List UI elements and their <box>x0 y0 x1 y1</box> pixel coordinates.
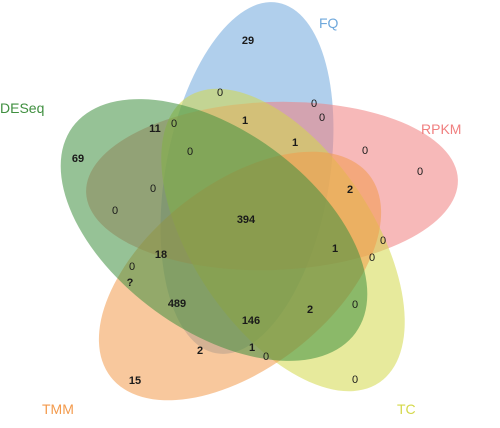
region-count: 11 <box>149 123 161 135</box>
region-count: 0 <box>187 146 193 158</box>
region-count: 0 <box>369 252 375 264</box>
region-count: 0 <box>171 118 177 130</box>
set-label-rpkm: RPKM <box>421 121 461 137</box>
region-count: 0 <box>319 112 325 124</box>
region-count: ? <box>127 277 134 289</box>
region-count: 0 <box>112 205 118 217</box>
region-count: 489 <box>168 298 186 310</box>
region-count: 0 <box>311 98 317 110</box>
region-count: 2 <box>197 345 203 357</box>
set-ellipses <box>60 2 458 401</box>
region-count: 0 <box>380 235 386 247</box>
region-count: 0 <box>362 145 368 157</box>
ellipse-deseq <box>60 99 368 361</box>
region-count: 394 <box>237 214 256 226</box>
region-count: 29 <box>242 35 254 47</box>
region-count: 0 <box>352 299 358 311</box>
region-count: 0 <box>150 183 156 195</box>
region-count: 1 <box>242 115 248 127</box>
set-label-fq: FQ <box>319 15 339 31</box>
region-counts: 29 0 0 15 69 0 0 0 11 0 1 0 1 0 2 0 0 39… <box>72 35 423 387</box>
region-count: 0 <box>417 166 423 178</box>
region-count: 1 <box>292 137 298 149</box>
region-count: 0 <box>129 261 135 273</box>
region-count: 0 <box>352 374 358 386</box>
region-count: 1 <box>332 243 338 255</box>
region-count: 0 <box>217 87 223 99</box>
set-label-deseq: DESeq <box>0 100 44 116</box>
set-labels: FQ RPKM TC TMM DESeq <box>0 15 461 417</box>
region-count: 146 <box>242 315 260 327</box>
set-label-tmm: TMM <box>42 401 74 417</box>
region-count: 15 <box>129 375 141 387</box>
region-count: 69 <box>72 153 84 165</box>
region-count: 2 <box>347 184 353 196</box>
set-label-tc: TC <box>397 401 416 417</box>
region-count: 2 <box>307 304 313 316</box>
region-count: 0 <box>263 351 269 363</box>
region-count: 1 <box>249 342 255 354</box>
region-count: 18 <box>155 249 167 261</box>
